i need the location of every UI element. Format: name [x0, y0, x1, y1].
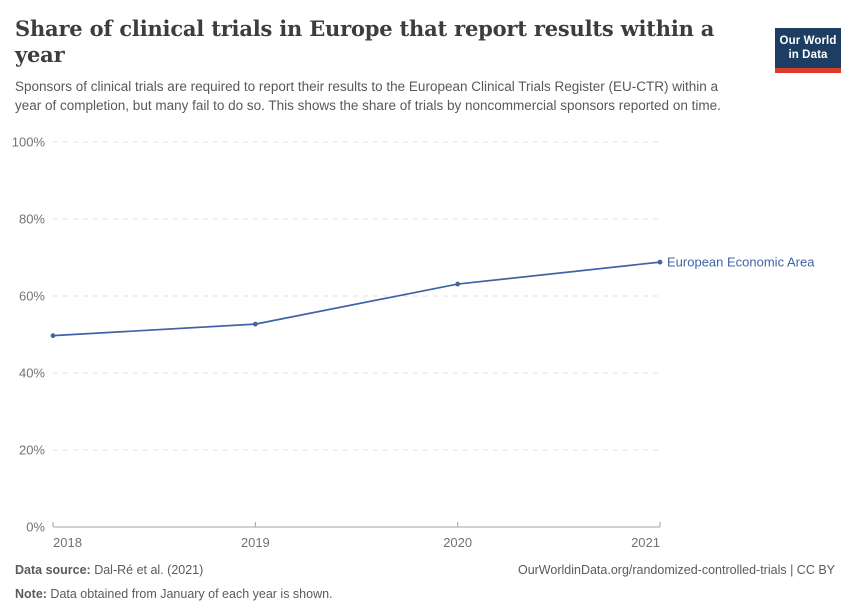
data-point[interactable] [455, 281, 461, 287]
data-point[interactable] [50, 333, 56, 339]
page-title: Share of clinical trials in Europe that … [15, 16, 715, 68]
owid-logo-line1: Our World [779, 35, 837, 47]
y-tick-label: 0% [26, 520, 45, 535]
chart-page: Share of clinical trials in Europe that … [0, 16, 850, 616]
footer-left: Data source: Dal-Ré et al. (2021) Note: … [15, 562, 333, 603]
x-tick-label: 2019 [241, 535, 270, 550]
data-source-value: Dal-Ré et al. (2021) [90, 563, 204, 577]
owid-logo[interactable]: Our World in Data [775, 28, 841, 73]
x-tick-label: 2020 [443, 535, 472, 550]
note-label: Note: [15, 587, 47, 602]
data-point[interactable] [657, 259, 663, 265]
owid-citation-link[interactable]: OurWorldinData.org/randomized-controlled… [517, 563, 835, 577]
chart-header: Share of clinical trials in Europe that … [0, 16, 850, 115]
data-source-line: Data source: Dal-Ré et al. (2021) [15, 562, 333, 578]
x-tick-label: 2018 [53, 535, 82, 550]
data-point[interactable] [252, 321, 258, 327]
note-value: Data obtained from January of each year … [46, 587, 333, 602]
y-tick-label: 80% [19, 212, 45, 227]
data-line [52, 261, 661, 337]
series-label[interactable]: European Economic Area [667, 255, 815, 270]
owid-logo-line2: in Data [788, 49, 828, 62]
data-source-label: Data source: [15, 563, 91, 577]
y-tick-label: 100% [12, 135, 46, 150]
owid-logo-red-bar [775, 67, 841, 73]
y-tick-label: 60% [19, 289, 45, 304]
note-line: Note: Data obtained from January of each… [15, 586, 333, 602]
x-tick-label: 2021 [631, 535, 660, 550]
line-chart[interactable]: 0% 20% 40% 60% 80% 100% 2018 2019 2020 2021 Europe… [0, 131, 850, 561]
y-tick-label: 40% [19, 366, 45, 381]
owid-logo-background: Our World in Data [775, 28, 841, 68]
y-tick-label: 20% [19, 443, 45, 458]
chart-footer: Data source: Dal-Ré et al. (2021) Note: … [15, 562, 835, 603]
chart-subtitle: Sponsors of clinical trials are required… [15, 78, 721, 113]
